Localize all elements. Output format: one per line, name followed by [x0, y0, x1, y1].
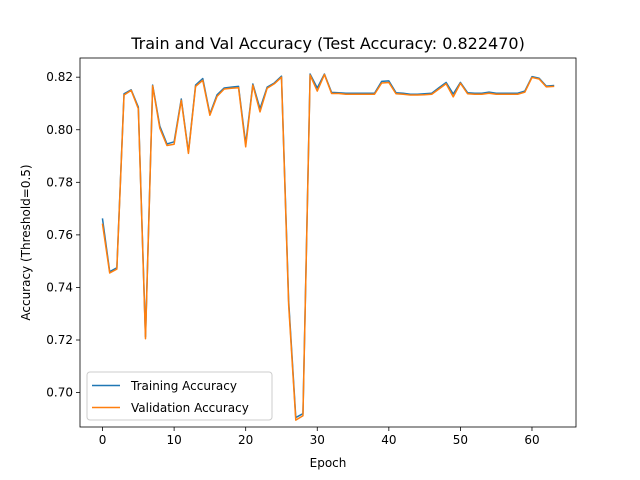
y-tick-label: 0.72	[46, 333, 73, 347]
plot-frame	[79, 57, 577, 428]
y-axis-label: Accuracy (Threshold=0.5)	[19, 164, 33, 320]
y-tick-label: 0.74	[46, 280, 73, 294]
plot-background	[80, 58, 576, 427]
x-tick-label: 0	[99, 433, 107, 447]
x-tick-label: 60	[524, 433, 539, 447]
plot-area	[79, 57, 577, 428]
y-tick-label: 0.76	[46, 228, 73, 242]
y-axis: 0.70 0.72 0.74 0.76 0.78 0.80 0.82	[46, 70, 80, 400]
y-tick-label: 0.82	[46, 70, 73, 84]
y-tick-label: 0.70	[46, 386, 73, 400]
y-tick-label: 0.78	[46, 175, 73, 189]
legend-label-training: Training Accuracy	[130, 379, 237, 393]
series-layer	[101, 73, 555, 421]
x-tick-label: 10	[166, 433, 181, 447]
x-tick-label: 20	[238, 433, 253, 447]
validation-accuracy-line	[101, 73, 555, 421]
x-tick-label: 40	[381, 433, 396, 447]
y-tick-label: 0.80	[46, 123, 73, 137]
chart-title: Train and Val Accuracy (Test Accuracy: 0…	[130, 34, 525, 53]
x-axis: 0 10 20 30 40 50 60	[99, 427, 540, 447]
x-axis-label: Epoch	[310, 456, 347, 470]
legend-box	[86, 371, 273, 421]
legend: Training Accuracy Validation Accuracy	[86, 371, 273, 421]
legend-label-validation: Validation Accuracy	[131, 401, 249, 415]
x-tick-label: 30	[310, 433, 325, 447]
x-tick-label: 50	[453, 433, 468, 447]
